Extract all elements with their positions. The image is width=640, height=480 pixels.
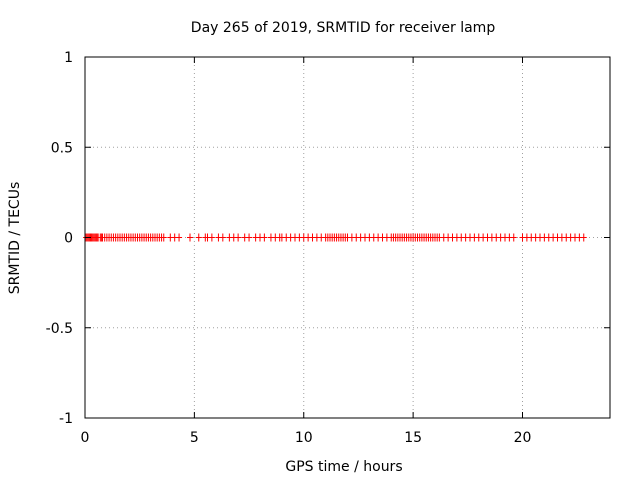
data-point: [580, 233, 587, 242]
data-point: [219, 233, 226, 242]
y-tick-label: 1: [64, 50, 73, 66]
y-axis-title: SRMTID / TECUs: [7, 182, 23, 295]
data-point: [195, 233, 202, 242]
x-tick-label: 5: [190, 430, 199, 446]
x-tick-label: 15: [404, 430, 422, 446]
y-tick-label: -0.5: [46, 321, 73, 337]
data-point: [261, 233, 268, 242]
data-point: [235, 233, 242, 242]
data-point: [176, 233, 183, 242]
x-tick-label: 10: [295, 430, 313, 446]
data-point: [187, 233, 193, 242]
data-point: [510, 233, 517, 242]
chart-title: Day 265 of 2019, SRMTID for receiver lam…: [191, 20, 496, 36]
x-axis-title: GPS time / hours: [285, 459, 402, 475]
y-tick-label: 0.5: [51, 140, 73, 156]
x-tick-label: 20: [514, 430, 532, 446]
data-point: [208, 233, 215, 242]
x-tick-label: 0: [81, 430, 90, 446]
data-point: [160, 233, 167, 242]
data-points: [83, 233, 587, 242]
y-tick-label: -1: [59, 411, 73, 427]
ticks: 0 5 10 15 20 1 0.5 0 -0.5 -1: [46, 50, 610, 446]
y-tick-label: 0: [64, 231, 73, 247]
data-point: [246, 233, 253, 242]
